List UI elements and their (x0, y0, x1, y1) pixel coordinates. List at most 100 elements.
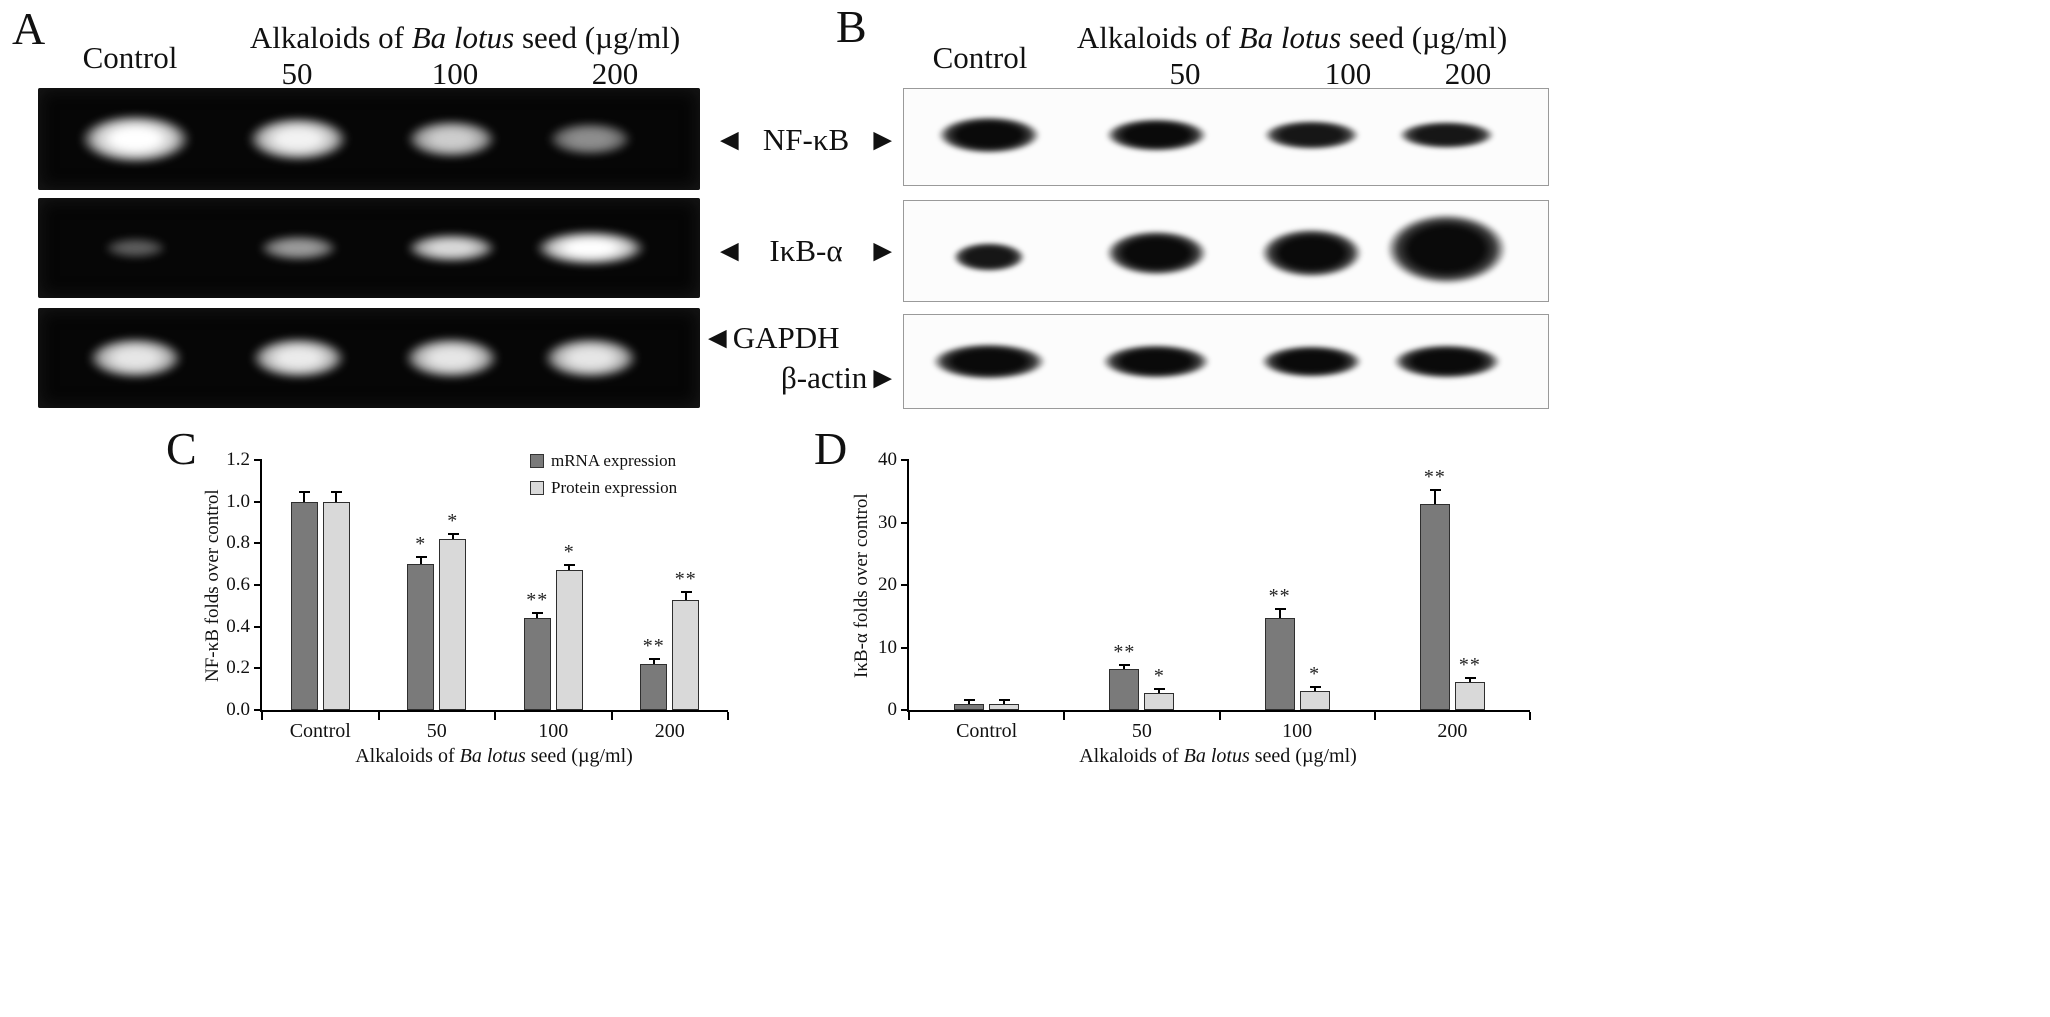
error-bar (1313, 688, 1316, 692)
y-tick-mark (254, 667, 262, 670)
treatment-species-italic: Ba lotus (411, 20, 515, 55)
gel-b-nfkb-strip (903, 88, 1549, 186)
x-tick-label: Control (956, 720, 1018, 742)
panel-a-dose-200: 200 (591, 56, 639, 91)
gel-band (395, 230, 508, 266)
y-tick-mark (254, 459, 262, 461)
gel-band (392, 332, 512, 384)
treatment-text: Alkaloids of (249, 20, 412, 55)
band-label-text: IκB-α (769, 233, 843, 268)
bar-protein (672, 599, 700, 710)
error-bar-cap (415, 555, 427, 558)
panel-a-label: A (12, 3, 46, 54)
treatment-species-italic: Ba lotus (1238, 20, 1342, 55)
panel-b-dose-100: 100 (1324, 56, 1372, 91)
gel-a-gapdh-strip (38, 308, 700, 408)
y-tick-label: 0.0 (226, 699, 250, 720)
significance-marker: ** (1423, 466, 1446, 489)
error-bar (568, 566, 571, 571)
x-axis-label-text: Alkaloids of (355, 745, 460, 767)
error-bar-cap (532, 612, 544, 615)
legend-item-mrna: mRNA expression (530, 451, 677, 471)
bar-mrna (1264, 617, 1295, 710)
y-tick-label: 40 (878, 449, 897, 470)
d-x-axis-label: Alkaloids of Ba lotus seed (µg/ml) (1079, 745, 1357, 768)
x-tick-mark (908, 712, 910, 720)
gel-band (950, 242, 1028, 272)
band-label-nfkb: ◄ NF-κB ► (714, 122, 898, 158)
significance-marker: ** (674, 568, 697, 591)
y-tick-mark (254, 500, 262, 503)
left-arrowhead-icon: ◄ (714, 122, 745, 157)
error-bar (1123, 665, 1126, 670)
x-tick-mark (377, 712, 380, 720)
error-bar (451, 535, 454, 540)
bar-protein (1299, 691, 1330, 710)
x-tick-mark (610, 712, 613, 720)
c-x-axis-label: Alkaloids of Ba lotus seed (µg/ml) (355, 745, 633, 768)
error-bar (684, 593, 687, 600)
gel-band (520, 226, 660, 270)
c-plot-area: 0.0 0.2 0.4 0.6 0.8 1.0 1.2 Control 50 * * 100 ** * 20… (226, 449, 729, 742)
error-bar (1003, 701, 1006, 704)
error-bar (652, 660, 655, 665)
x-tick-label: 200 (1437, 720, 1468, 742)
gel-b-bactin-strip (903, 314, 1549, 409)
gel-band (927, 342, 1051, 381)
gel-band (238, 332, 358, 384)
gel-band (1395, 120, 1499, 150)
gel-band (1256, 228, 1367, 278)
significance-marker: * (415, 532, 427, 555)
x-tick-mark (727, 712, 729, 720)
panel-a-dose-50: 50 (281, 56, 313, 91)
treatment-text: seed (µg/ml) (1341, 20, 1508, 55)
bar-mrna (523, 618, 551, 710)
gel-band (537, 117, 644, 161)
error-bar (1433, 491, 1436, 504)
x-axis-label-text: seed (µg/ml) (525, 745, 633, 767)
significance-marker: ** (526, 589, 549, 612)
d-plot-area: 0 10 20 30 40 Control 50 ** * 100 ** * 200 ** ** (878, 449, 1531, 742)
gel-band (1382, 213, 1512, 285)
error-bar-cap (1429, 489, 1441, 492)
error-bar (335, 493, 338, 502)
treatment-text: Alkaloids of (1076, 20, 1239, 55)
y-tick-mark (901, 521, 909, 524)
x-axis-label-italic: Ba lotus (459, 745, 526, 767)
left-arrowhead-icon: ◄ (714, 233, 745, 268)
panel-b-treatment-header: Alkaloids of Ba lotus seed (µg/ml) (1077, 20, 1507, 56)
gel-band (395, 114, 508, 164)
error-bar (968, 701, 971, 704)
bar-mrna (1109, 669, 1140, 710)
panel-b-control-header: Control (932, 40, 1028, 75)
gel-band (1256, 344, 1367, 379)
right-arrowhead-icon: ► (867, 360, 898, 395)
x-tick-label: Control (289, 720, 351, 742)
panel-a-dose-100: 100 (431, 56, 479, 91)
panel-b-dose-50: 50 (1169, 56, 1201, 91)
error-bar-cap (447, 533, 459, 535)
bar-protein (1144, 692, 1175, 710)
gel-band (235, 111, 362, 167)
significance-marker: ** (1268, 585, 1291, 607)
error-bar-cap (1119, 663, 1131, 666)
gel-band (75, 332, 195, 384)
x-tick-label: 100 (1282, 720, 1313, 742)
panel-c-label: C (166, 423, 197, 474)
error-bar-cap (564, 564, 576, 567)
x-tick-mark (494, 712, 496, 720)
gel-band (95, 235, 176, 261)
gel-band (934, 115, 1044, 155)
right-arrowhead-icon: ► (867, 122, 898, 157)
y-tick-label: 20 (878, 574, 897, 595)
panel-b-dose-200: 200 (1444, 56, 1492, 91)
gel-band (65, 108, 205, 170)
gel-a-nfkb-strip (38, 88, 700, 190)
x-tick-label: 50 (1131, 720, 1152, 742)
panel-b-label: B (836, 1, 867, 52)
y-tick-label: 0.2 (226, 657, 250, 679)
chart-legend: mRNA expression Protein expression (530, 451, 677, 505)
band-label-text: GAPDH (732, 320, 840, 355)
y-tick-label: 0.8 (226, 532, 250, 554)
